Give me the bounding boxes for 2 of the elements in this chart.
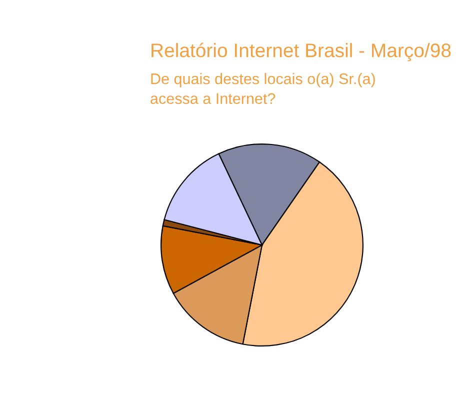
chart-title: Relatório Internet Brasil - Março/98 xyxy=(152,42,451,62)
chart-subtitle: De quais destes locais o(a) Sr.(a) acessa a Internet? xyxy=(150,73,375,104)
